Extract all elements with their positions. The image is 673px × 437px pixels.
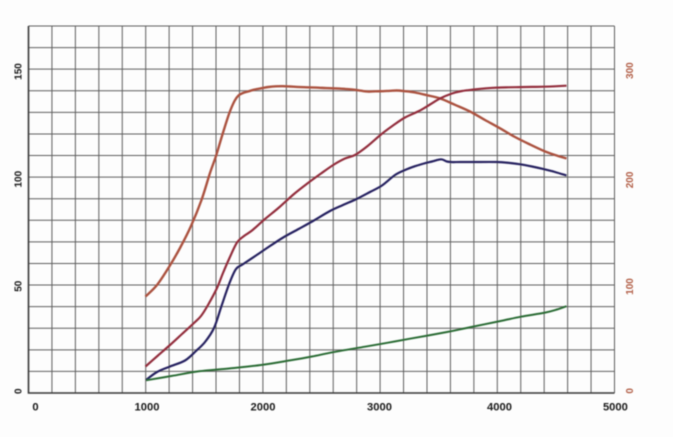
svg-text:150: 150 <box>14 63 25 80</box>
svg-text:0: 0 <box>32 402 38 414</box>
svg-text:100: 100 <box>625 278 636 295</box>
svg-text:2000: 2000 <box>251 402 276 414</box>
svg-text:50: 50 <box>14 280 25 292</box>
svg-text:200: 200 <box>625 171 636 188</box>
svg-text:4000: 4000 <box>487 402 512 414</box>
svg-text:100: 100 <box>14 170 25 187</box>
svg-text:3000: 3000 <box>367 402 392 414</box>
svg-text:1000: 1000 <box>135 402 160 414</box>
svg-text:5000: 5000 <box>603 402 628 414</box>
svg-text:300: 300 <box>625 62 636 79</box>
svg-text:0: 0 <box>14 388 25 394</box>
svg-text:0: 0 <box>625 388 636 394</box>
